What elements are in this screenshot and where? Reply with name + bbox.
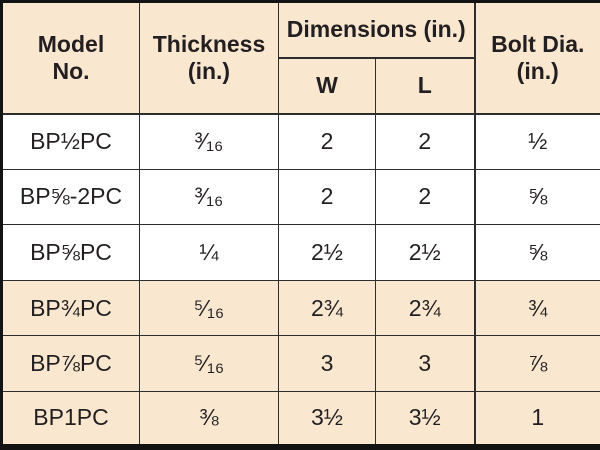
header-model-no: Model No. (1, 1, 140, 115)
cell-model: BP⅝-2PC (1, 168, 140, 226)
header-bolt-dia: Bolt Dia. (in.) (473, 1, 600, 115)
table-row: BP¾PC ⁵⁄₁₆ 2¾ 2¾ ¾ (1, 279, 600, 337)
cell-bolt-dia: ½ (473, 113, 600, 170)
cell-width: 3 (278, 335, 376, 392)
cell-width: 2 (278, 113, 376, 170)
cell-length: 3 (375, 335, 475, 392)
cell-length: 2 (375, 113, 475, 170)
cell-thickness: ¼ (139, 224, 279, 281)
cell-bolt-dia: ⅝ (473, 168, 600, 226)
cell-thickness: ³⁄₁₆ (139, 168, 279, 226)
cell-bolt-dia: ⅝ (473, 224, 600, 281)
table-row: BP⅝-2PC ³⁄₁₆ 2 2 ⅝ (1, 168, 600, 226)
cell-bolt-dia: ¾ (473, 279, 600, 337)
cell-width: 2½ (278, 224, 376, 281)
cell-model: BP⅞PC (1, 335, 140, 392)
cell-length: 2½ (375, 224, 475, 281)
table-row: BP½PC ³⁄₁₆ 2 2 ½ (1, 113, 600, 170)
cell-thickness: ⁵⁄₁₆ (139, 335, 279, 392)
cell-model: BP½PC (1, 113, 140, 170)
cell-bolt-dia: 1 (473, 390, 600, 448)
cell-length: 2¾ (375, 279, 475, 337)
cell-bolt-dia: ⅞ (473, 335, 600, 392)
cell-width: 2¾ (278, 279, 376, 337)
cell-thickness: ⅜ (139, 390, 279, 448)
header-dimensions: Dimensions (in.) (278, 1, 475, 59)
header-thickness: Thickness (in.) (139, 1, 279, 115)
cell-model: BP1PC (1, 390, 140, 448)
cell-width: 2 (278, 168, 376, 226)
header-row-main: Model No. Thickness (in.) Dimensions (in… (1, 1, 600, 115)
cell-width: 3½ (278, 390, 376, 448)
header-length: L (375, 57, 475, 115)
cell-length: 3½ (375, 390, 475, 448)
header-row-sub: W L (2, 57, 600, 115)
cell-thickness: ³⁄₁₆ (139, 113, 279, 170)
cell-model: BP⅝PC (1, 224, 140, 281)
cell-model: BP¾PC (1, 279, 140, 337)
table-row: BP⅞PC ⁵⁄₁₆ 3 3 ⅞ (1, 335, 600, 392)
header-width: W (278, 57, 376, 115)
cell-length: 2 (375, 168, 475, 226)
table-row: BP⅝PC ¼ 2½ 2½ ⅝ (1, 224, 600, 281)
cell-thickness: ⁵⁄₁₆ (139, 279, 279, 337)
table-row: BP1PC ⅜ 3½ 3½ 1 (1, 390, 600, 448)
